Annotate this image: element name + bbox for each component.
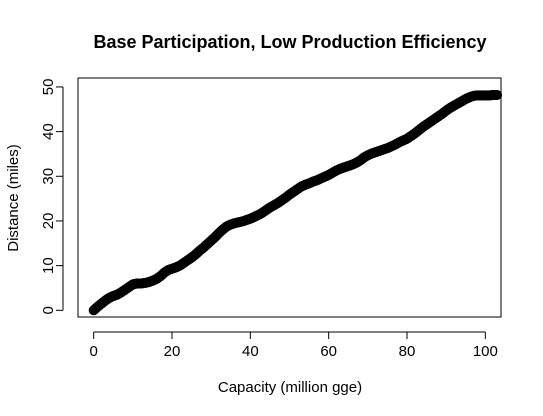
y-tick-label: 20 [40,213,57,230]
x-tick-label: 40 [242,343,259,360]
data-points [88,89,503,316]
chart-title: Base Participation, Low Production Effic… [93,32,486,52]
y-tick-label: 10 [40,257,57,274]
y-tick-label: 40 [40,123,57,140]
axes: 0 20 40 60 80 100 0 10 20 30 40 50 [40,79,498,360]
x-tick-label: 80 [399,343,416,360]
x-tick-label: 60 [320,343,337,360]
x-tick-label: 100 [473,343,498,360]
x-axis-label: Capacity (million gge) [218,379,362,396]
plot-frame [77,77,502,318]
x-tick-label: 20 [164,343,181,360]
y-tick-label: 30 [40,168,57,185]
y-axis-label: Distance (miles) [5,144,22,252]
y-tick-label: 50 [40,79,57,96]
data-point [492,89,503,100]
x-tick-label: 0 [89,343,97,360]
y-tick-label: 0 [40,306,57,314]
